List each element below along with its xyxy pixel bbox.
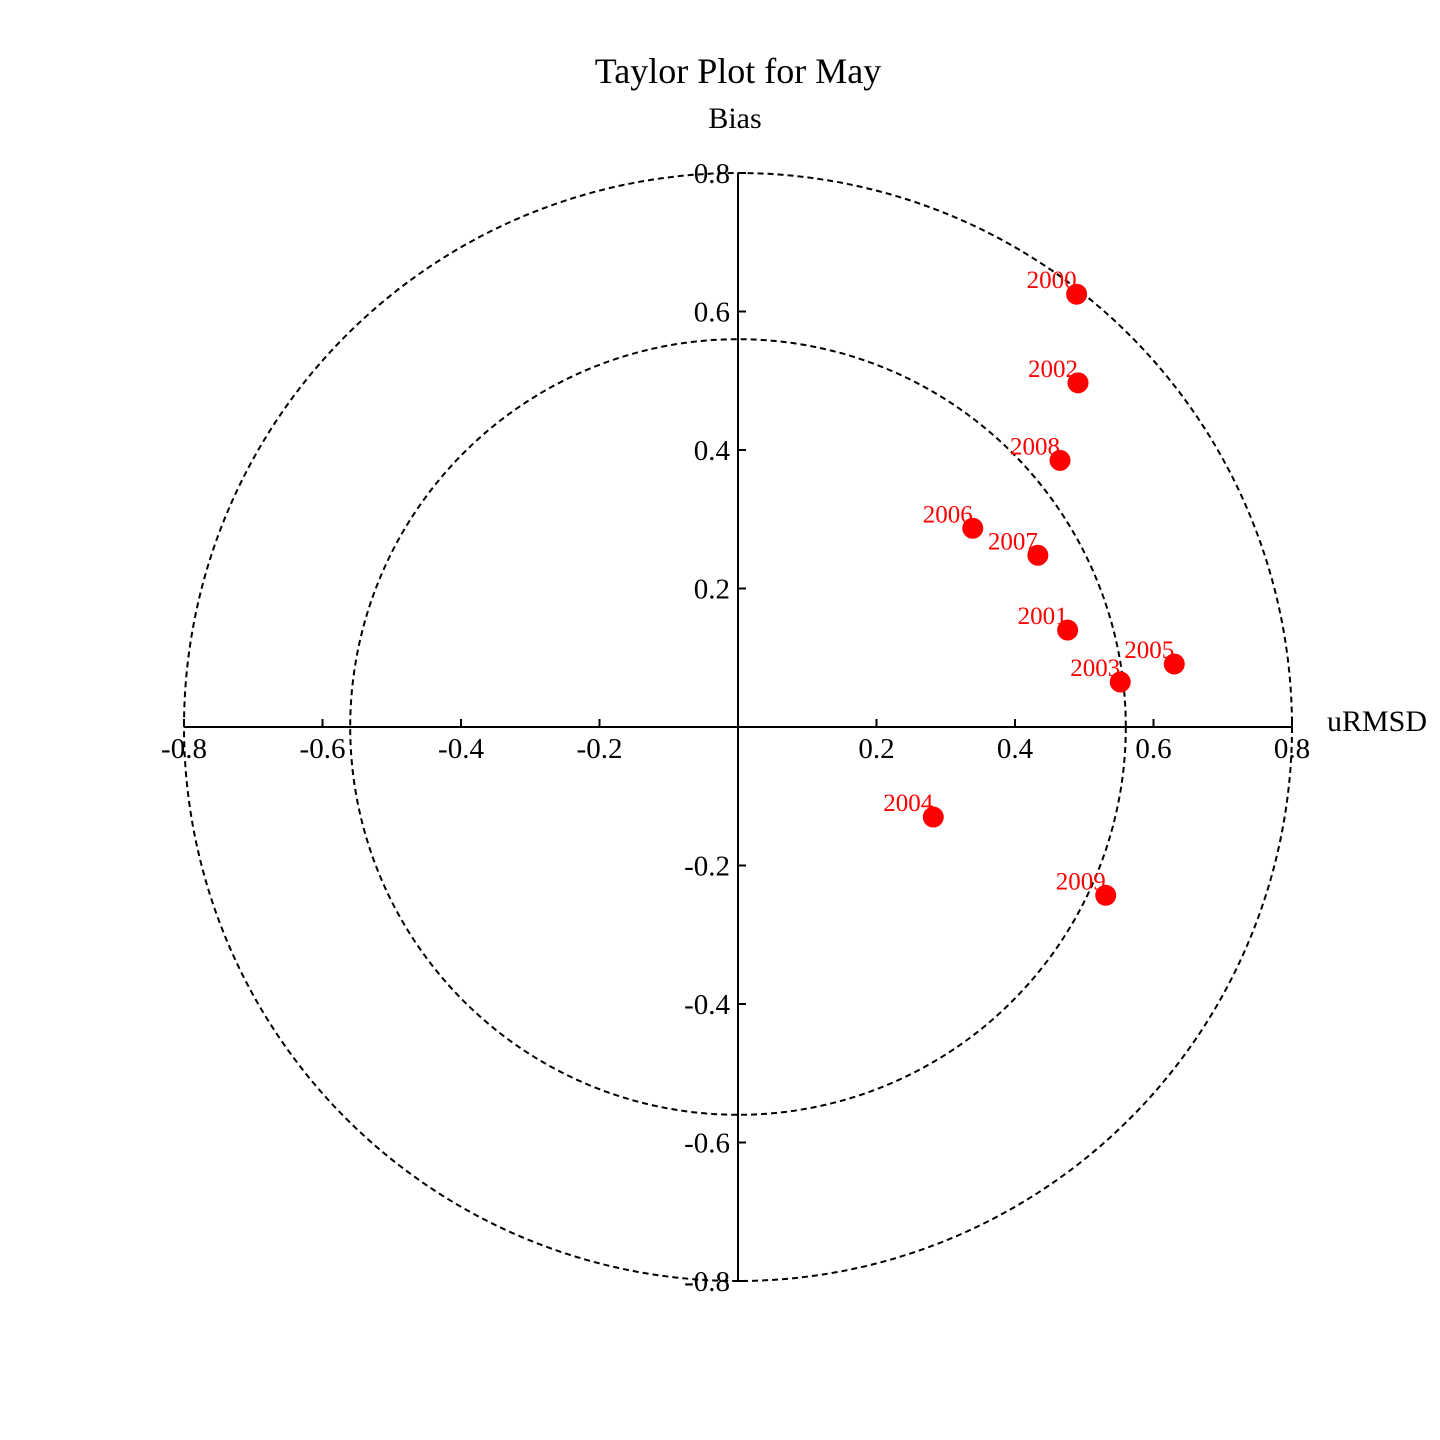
x-tick-label: -0.6 — [300, 733, 346, 765]
tick-marks: -0.8 -0.6 -0.4 -0.2 0.2 0.4 0.6 0.8 0.8 0.6 0.4 0.2… — [161, 158, 1310, 1298]
point-label-2000: 2000 — [1027, 267, 1077, 294]
x-tick-label: -0.4 — [438, 733, 484, 765]
point-label-2007: 2007 — [988, 528, 1038, 555]
data-point-2001 — [1057, 619, 1079, 641]
chart-title: Taylor Plot for May — [595, 51, 881, 91]
x-tick-label: -0.8 — [161, 733, 207, 765]
y-tick-label: -0.4 — [684, 989, 730, 1021]
y-tick-label: 0.8 — [694, 158, 730, 190]
data-point-2007 — [1027, 544, 1049, 566]
x-tick-label: -0.2 — [577, 733, 623, 765]
x-tick-label: 0.4 — [997, 733, 1034, 765]
data-point-2006 — [962, 517, 984, 539]
y-tick-label: -0.8 — [684, 1266, 730, 1298]
x-axis-label: uRMSD — [1327, 705, 1427, 738]
point-label-2003: 2003 — [1070, 655, 1120, 682]
point-label-2005: 2005 — [1124, 637, 1174, 664]
point-label-2002: 2002 — [1028, 356, 1078, 383]
data-point-2003 — [1109, 671, 1131, 693]
data-point-2008 — [1049, 449, 1071, 471]
point-label-2001: 2001 — [1018, 603, 1068, 630]
data-point-2005 — [1163, 653, 1185, 675]
x-tick-label: 0.8 — [1274, 733, 1310, 765]
point-label-2006: 2006 — [923, 501, 973, 528]
y-tick-label: 0.2 — [694, 574, 730, 606]
data-point-2009 — [1095, 884, 1117, 906]
data-point-2004 — [922, 806, 944, 828]
point-label-2008: 2008 — [1010, 433, 1060, 460]
data-point-2002 — [1067, 372, 1089, 394]
data-point-2000 — [1066, 283, 1088, 305]
y-tick-label: 0.4 — [694, 435, 731, 467]
point-label-2009: 2009 — [1056, 868, 1106, 895]
y-tick-label: -0.2 — [684, 851, 730, 883]
x-tick-label: 0.2 — [858, 733, 894, 765]
axes — [184, 173, 1292, 1281]
y-tick-label: 0.6 — [694, 297, 730, 329]
y-axis-label: Bias — [708, 102, 761, 135]
point-label-2004: 2004 — [883, 790, 934, 817]
x-tick-label: 0.6 — [1135, 733, 1171, 765]
y-tick-label: -0.6 — [684, 1128, 730, 1160]
